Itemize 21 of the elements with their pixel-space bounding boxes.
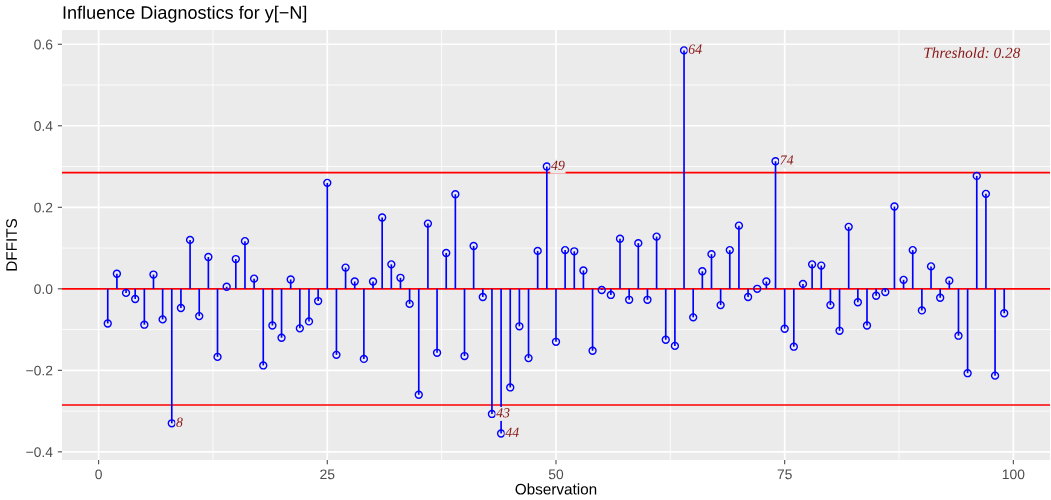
annotation: 43 xyxy=(496,408,510,418)
x-tick-label: 25 xyxy=(320,469,335,480)
x-tick-label: 50 xyxy=(548,469,564,480)
annotation: Threshold: 0.28 xyxy=(924,47,1021,59)
x-axis-title: Observation xyxy=(515,483,597,495)
y-tick-label: 0.2 xyxy=(34,202,53,213)
annotation: 44 xyxy=(505,427,519,437)
y-tick-label: −0.4 xyxy=(26,447,53,458)
x-tick-label: 100 xyxy=(1002,469,1025,480)
y-axis-title: DFFITS xyxy=(6,218,17,271)
x-tick-label: 75 xyxy=(777,469,792,480)
y-tick-label: 0.0 xyxy=(34,284,53,294)
x-tick-label: 0 xyxy=(95,469,102,480)
annotation: 8 xyxy=(176,417,183,427)
annotation: 64 xyxy=(688,44,702,54)
y-tick-label: −0.2 xyxy=(26,365,53,376)
annotation: 49 xyxy=(551,160,565,171)
y-tick-label: 0.6 xyxy=(34,39,53,50)
y-tick-label: 0.4 xyxy=(34,121,53,131)
chart-title: Influence Diagnostics for y[−N] xyxy=(63,5,307,23)
annotation: 74 xyxy=(780,155,794,165)
